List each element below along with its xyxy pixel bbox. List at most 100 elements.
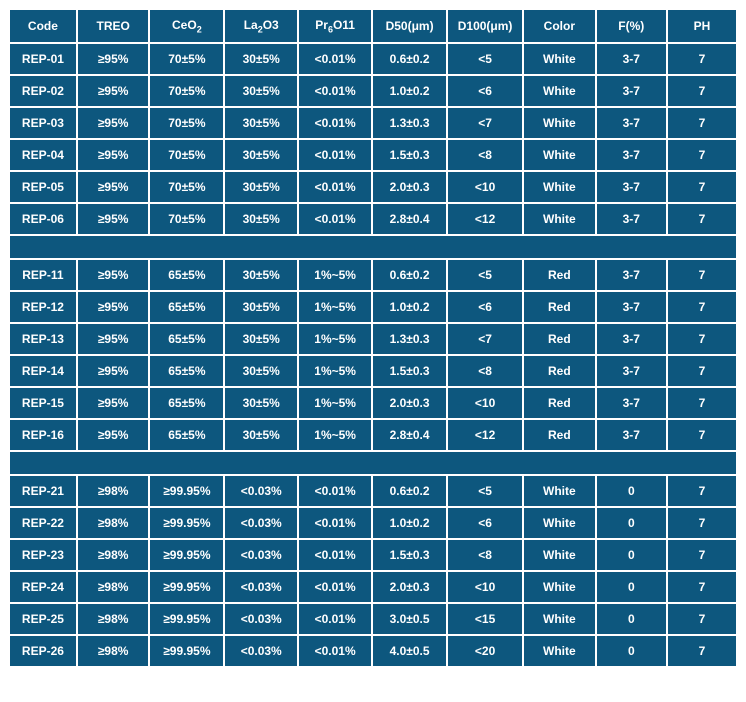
cell-code: REP-03 [10, 108, 76, 138]
cell-ceo2: 70±5% [150, 44, 223, 74]
cell-pr6o11: <0.01% [299, 636, 371, 666]
cell-d100: <5 [448, 260, 522, 290]
cell-treo: ≥98% [78, 508, 149, 538]
table-row: REP-11≥95%65±5%30±5%1%~5%0.6±0.2<5Red3-7… [10, 260, 736, 290]
cell-ph: 7 [668, 140, 736, 170]
cell-la2o3: <0.03% [225, 604, 297, 634]
cell-d50: 1.0±0.2 [373, 76, 446, 106]
table-row: REP-15≥95%65±5%30±5%1%~5%2.0±0.3<10Red3-… [10, 388, 736, 418]
cell-d50: 2.0±0.3 [373, 572, 446, 602]
cell-f: 0 [597, 540, 666, 570]
cell-ph: 7 [668, 572, 736, 602]
cell-ph: 7 [668, 204, 736, 234]
cell-ph: 7 [668, 292, 736, 322]
cell-pr6o11: <0.01% [299, 476, 371, 506]
cell-f: 0 [597, 636, 666, 666]
cell-pr6o11: <0.01% [299, 204, 371, 234]
cell-ceo2: 70±5% [150, 140, 223, 170]
col-header-la2o3: La2O3 [225, 10, 297, 42]
cell-ph: 7 [668, 636, 736, 666]
cell-ceo2: 65±5% [150, 388, 223, 418]
cell-ph: 7 [668, 76, 736, 106]
cell-code: REP-13 [10, 324, 76, 354]
cell-la2o3: 30±5% [225, 140, 297, 170]
table-row: REP-14≥95%65±5%30±5%1%~5%1.5±0.3<8Red3-7… [10, 356, 736, 386]
cell-code: REP-06 [10, 204, 76, 234]
cell-d100: <12 [448, 204, 522, 234]
cell-ceo2: 65±5% [150, 420, 223, 450]
cell-d50: 4.0±0.5 [373, 636, 446, 666]
cell-color: Red [524, 356, 594, 386]
cell-ceo2: 65±5% [150, 324, 223, 354]
cell-la2o3: <0.03% [225, 476, 297, 506]
cell-la2o3: <0.03% [225, 540, 297, 570]
table-row: REP-26≥98%≥99.95%<0.03%<0.01%4.0±0.5<20W… [10, 636, 736, 666]
cell-treo: ≥95% [78, 388, 149, 418]
cell-treo: ≥98% [78, 604, 149, 634]
table-row: REP-04≥95%70±5%30±5%<0.01%1.5±0.3<8White… [10, 140, 736, 170]
cell-d100: <5 [448, 476, 522, 506]
col-header-treo: TREO [78, 10, 149, 42]
cell-d100: <8 [448, 540, 522, 570]
col-header-d100: D100(μm) [448, 10, 522, 42]
cell-la2o3: 30±5% [225, 44, 297, 74]
table-row: REP-05≥95%70±5%30±5%<0.01%2.0±0.3<10Whit… [10, 172, 736, 202]
cell-code: REP-12 [10, 292, 76, 322]
cell-code: REP-15 [10, 388, 76, 418]
cell-d100: <7 [448, 324, 522, 354]
cell-code: REP-23 [10, 540, 76, 570]
cell-f: 3-7 [597, 108, 666, 138]
cell-pr6o11: <0.01% [299, 508, 371, 538]
cell-la2o3: 30±5% [225, 388, 297, 418]
cell-d100: <10 [448, 572, 522, 602]
table-row: REP-02≥95%70±5%30±5%<0.01%1.0±0.2<6White… [10, 76, 736, 106]
cell-treo: ≥95% [78, 420, 149, 450]
table-row: REP-13≥95%65±5%30±5%1%~5%1.3±0.3<7Red3-7… [10, 324, 736, 354]
col-header-ceo2: CeO2 [150, 10, 223, 42]
cell-code: REP-24 [10, 572, 76, 602]
cell-pr6o11: 1%~5% [299, 420, 371, 450]
cell-code: REP-21 [10, 476, 76, 506]
cell-d100: <8 [448, 140, 522, 170]
cell-color: Red [524, 292, 594, 322]
cell-la2o3: 30±5% [225, 260, 297, 290]
table-header: CodeTREOCeO2La2O3Pr6O11D50(μm)D100(μm)Co… [10, 10, 736, 42]
cell-ph: 7 [668, 108, 736, 138]
cell-ceo2: 70±5% [150, 204, 223, 234]
col-header-ph: PH [668, 10, 736, 42]
table-row: REP-16≥95%65±5%30±5%1%~5%2.8±0.4<12Red3-… [10, 420, 736, 450]
cell-f: 0 [597, 604, 666, 634]
cell-d50: 0.6±0.2 [373, 44, 446, 74]
cell-la2o3: 30±5% [225, 76, 297, 106]
cell-f: 0 [597, 476, 666, 506]
cell-ceo2: ≥99.95% [150, 572, 223, 602]
cell-color: White [524, 476, 594, 506]
cell-f: 3-7 [597, 140, 666, 170]
cell-f: 3-7 [597, 76, 666, 106]
cell-la2o3: 30±5% [225, 324, 297, 354]
table-row: REP-06≥95%70±5%30±5%<0.01%2.8±0.4<12Whit… [10, 204, 736, 234]
cell-color: White [524, 508, 594, 538]
cell-ceo2: ≥99.95% [150, 476, 223, 506]
cell-color: White [524, 636, 594, 666]
cell-f: 3-7 [597, 356, 666, 386]
cell-d100: <6 [448, 508, 522, 538]
cell-d100: <20 [448, 636, 522, 666]
cell-d50: 1.5±0.3 [373, 356, 446, 386]
cell-ceo2: ≥99.95% [150, 508, 223, 538]
cell-f: 0 [597, 572, 666, 602]
cell-d50: 0.6±0.2 [373, 260, 446, 290]
cell-la2o3: <0.03% [225, 508, 297, 538]
cell-pr6o11: <0.01% [299, 540, 371, 570]
cell-pr6o11: 1%~5% [299, 260, 371, 290]
cell-d50: 1.0±0.2 [373, 508, 446, 538]
cell-color: White [524, 540, 594, 570]
cell-pr6o11: <0.01% [299, 44, 371, 74]
cell-ceo2: 65±5% [150, 356, 223, 386]
cell-f: 3-7 [597, 388, 666, 418]
cell-treo: ≥95% [78, 204, 149, 234]
cell-la2o3: 30±5% [225, 172, 297, 202]
cell-d50: 2.8±0.4 [373, 420, 446, 450]
cell-d100: <6 [448, 76, 522, 106]
col-header-code: Code [10, 10, 76, 42]
